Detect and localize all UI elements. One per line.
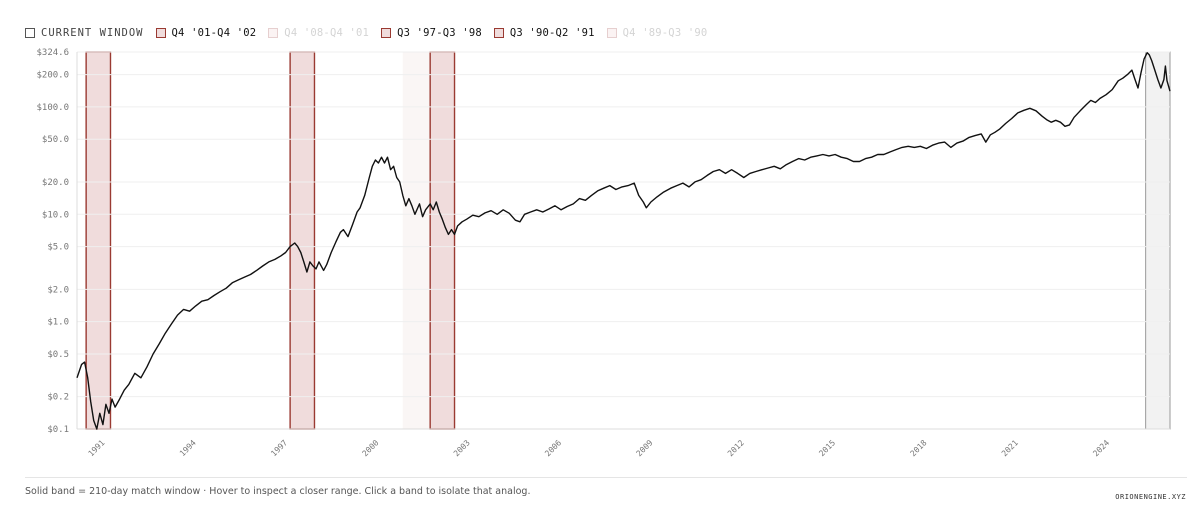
legend-item-analog-3[interactable]: Q3 '97-Q3 '98 <box>381 27 482 39</box>
legend-item-analog-2[interactable]: Q4 '08-Q4 '01 <box>268 27 369 39</box>
legend-label: Q3 '90-Q2 '91 <box>509 27 595 39</box>
grid <box>77 51 1170 430</box>
band-analog-1[interactable] <box>289 51 316 430</box>
footer-divider <box>25 477 1187 478</box>
x-tick-label: 2000 <box>361 438 381 458</box>
x-tick-label: 2012 <box>726 438 746 458</box>
y-tick-label: $20.0 <box>42 178 69 188</box>
y-tick-label: $0.5 <box>47 350 69 360</box>
x-tick-label: 1991 <box>87 438 107 458</box>
legend-swatch-analog <box>155 28 166 38</box>
y-tick-label: $0.1 <box>47 425 69 435</box>
legend-label: Q4 '08-Q4 '01 <box>284 27 370 39</box>
legend-swatch-faded <box>268 28 279 38</box>
legend-item-analog-5[interactable]: Q4 '89-Q3 '90 <box>606 27 708 39</box>
legend-label: Q4 '89-Q3 '90 <box>622 27 708 39</box>
y-tick-label: $0.2 <box>47 393 69 403</box>
series-line-0 <box>76 52 1171 430</box>
legend: CURRENT WINDOW Q4 '01-Q4 '02 Q4 '08-Q4 '… <box>25 26 719 40</box>
y-axis: $0.1 $0.2 $0.5 $1.0 $2.0 $5.0 $10.0 $20.0 $50.0 $… <box>36 48 1170 435</box>
band-analog-3[interactable] <box>429 51 456 430</box>
legend-item-analog-1[interactable]: Q4 '01-Q4 '02 <box>155 27 257 39</box>
y-tick-label: $10.0 <box>42 210 69 220</box>
band-faded-2[interactable] <box>402 52 431 429</box>
x-tick-label: 1994 <box>178 438 198 458</box>
x-tick-label: 1997 <box>269 438 289 458</box>
y-tick-label: $2.0 <box>47 285 69 295</box>
legend-item-current-window[interactable]: CURRENT WINDOW <box>25 27 144 39</box>
legend-label: CURRENT WINDOW <box>41 27 144 39</box>
footnote: Solid band = 210-day match window · Hove… <box>25 486 531 497</box>
band-current-4[interactable] <box>1145 51 1171 430</box>
legend-item-analog-4[interactable]: Q3 '90-Q2 '91 <box>493 27 595 39</box>
x-tick-label: 2018 <box>909 438 929 458</box>
x-tick-label: 2021 <box>1000 438 1020 458</box>
legend-swatch-current <box>25 28 35 38</box>
y-tick-label: $50.0 <box>42 135 69 145</box>
y-tick-label: $1.0 <box>47 318 69 328</box>
x-tick-label: 2006 <box>543 438 563 458</box>
legend-swatch-faded <box>606 28 617 38</box>
x-tick-label: 2015 <box>817 438 837 458</box>
x-tick-label: 2009 <box>635 438 655 458</box>
y-tick-label: $100.0 <box>36 103 69 113</box>
y-tick-label: $324.6 <box>36 48 69 58</box>
legend-label: Q3 '97-Q3 '98 <box>397 27 482 39</box>
price-chart[interactable]: $0.1 $0.2 $0.5 $1.0 $2.0 $5.0 $10.0 $20.0 $50.0 $… <box>0 0 1200 477</box>
y-tick-label: $5.0 <box>47 243 69 253</box>
legend-label: Q4 '01-Q4 '02 <box>171 27 257 39</box>
y-tick-label: $200.0 <box>36 71 69 81</box>
x-tick-label: 2024 <box>1091 438 1111 458</box>
band-analog-0[interactable] <box>85 51 112 430</box>
brand-label[interactable]: ORIONENGINE.XYZ <box>1115 493 1186 501</box>
analog-bands <box>85 51 1171 430</box>
price-series <box>76 52 1171 430</box>
x-tick-label: 2003 <box>452 438 472 458</box>
legend-swatch-analog <box>493 28 504 38</box>
x-axis: 1991 1994 1997 2000 2003 2006 2009 2012 2015 2018… <box>87 438 1112 458</box>
legend-swatch-analog <box>381 28 392 38</box>
